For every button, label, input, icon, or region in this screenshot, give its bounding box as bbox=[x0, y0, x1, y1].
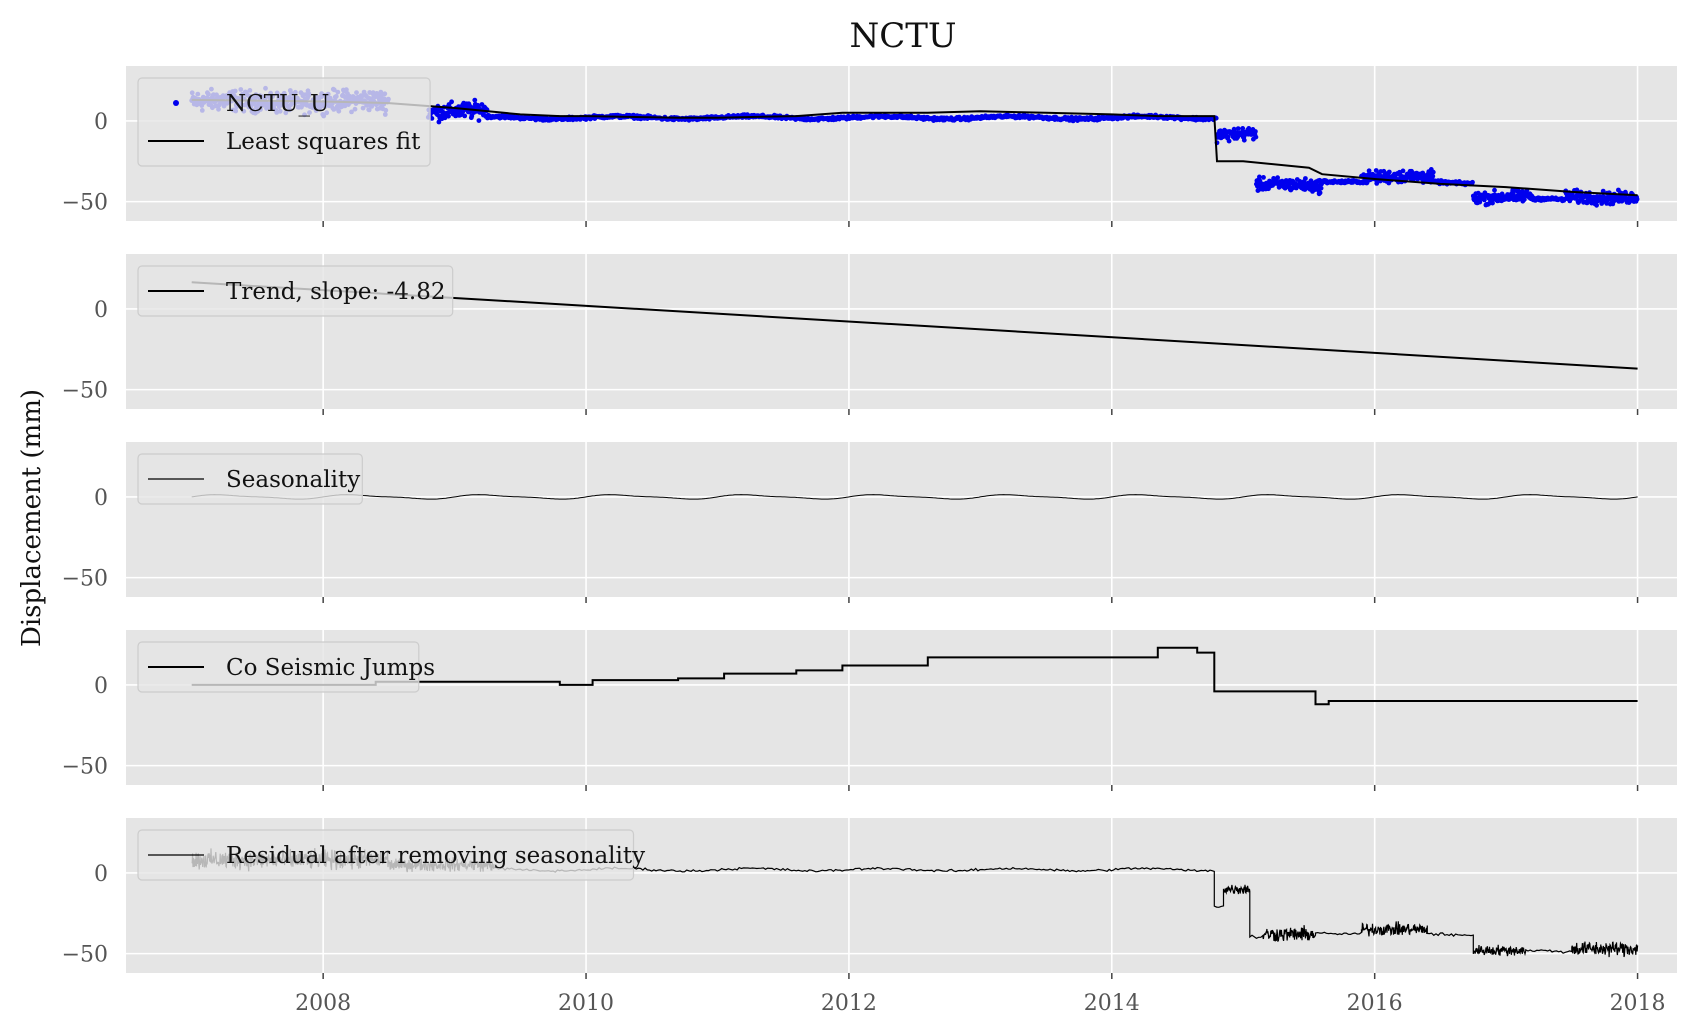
data-point bbox=[1373, 168, 1379, 173]
data-point bbox=[449, 99, 454, 105]
data-point bbox=[476, 118, 482, 123]
x-tick-label: 2010 bbox=[558, 991, 614, 1016]
data-point bbox=[1253, 134, 1259, 140]
data-point bbox=[1317, 190, 1323, 196]
legend-label-least-squares-fit: Least squares fit bbox=[226, 129, 421, 155]
chart-title: NCTU bbox=[849, 16, 956, 56]
data-point bbox=[1400, 168, 1406, 174]
y-tick-label: −50 bbox=[62, 567, 108, 592]
data-point bbox=[462, 113, 468, 119]
legend-box bbox=[137, 265, 454, 317]
legend-box bbox=[137, 77, 431, 167]
legend-label-nctu-u: NCTU_U bbox=[226, 91, 329, 117]
subplot-4: 0 −50 Co Seismic Jumps bbox=[62, 630, 1677, 791]
x-axis-ticks: 2008 2010 2012 2014 2016 2018 bbox=[295, 991, 1665, 1016]
data-point bbox=[472, 97, 478, 103]
y-tick-label: −50 bbox=[62, 379, 108, 404]
y-tick-label: 0 bbox=[94, 674, 108, 699]
data-point bbox=[1594, 202, 1599, 208]
data-point bbox=[1477, 199, 1483, 205]
data-point bbox=[1231, 126, 1237, 132]
subplot-2: 0 −50 Trend, slope: -4.82 bbox=[62, 254, 1677, 415]
legend: Residual after removing seasonality bbox=[137, 829, 645, 881]
subplot-3: 0 −50 Seasonality bbox=[62, 442, 1677, 603]
legend: Seasonality bbox=[137, 453, 363, 505]
legend-label-co-seismic-jumps: Co Seismic Jumps bbox=[226, 655, 435, 681]
data-point bbox=[1374, 181, 1380, 186]
legend: Trend, slope: -4.82 bbox=[137, 265, 454, 317]
subplot-1: 0 −50 NCTU_U Least squares fit bbox=[62, 66, 1677, 227]
y-tick-label: 0 bbox=[94, 298, 108, 323]
y-tick-label: −50 bbox=[62, 191, 108, 216]
data-point bbox=[1386, 169, 1392, 175]
data-point bbox=[1241, 137, 1247, 143]
data-point bbox=[1253, 129, 1258, 134]
data-point bbox=[1240, 125, 1246, 131]
x-tick-label: 2018 bbox=[1610, 991, 1666, 1016]
data-point bbox=[1470, 179, 1475, 185]
data-point bbox=[1430, 173, 1436, 179]
legend-marker-nctu-u bbox=[173, 100, 179, 106]
data-point bbox=[1634, 196, 1640, 202]
legend-box bbox=[137, 829, 635, 881]
y-tick-label: 0 bbox=[94, 486, 108, 511]
x-tick-label: 2008 bbox=[295, 991, 351, 1016]
data-point bbox=[446, 113, 451, 119]
data-point bbox=[1366, 168, 1372, 174]
data-point bbox=[1257, 174, 1262, 180]
y-axis-label: Displacement (mm) bbox=[17, 389, 47, 647]
x-tick-label: 2012 bbox=[821, 991, 877, 1016]
data-point bbox=[1235, 126, 1241, 131]
data-point bbox=[1492, 187, 1497, 193]
series-line-seasonality bbox=[191, 494, 1638, 500]
legend-box bbox=[137, 641, 420, 693]
legend-label-seasonality: Seasonality bbox=[226, 467, 360, 493]
legend-label-residual-after-removing-seasonality: Residual after removing seasonality bbox=[226, 843, 645, 869]
subplot-5: 0 −50 Residual after removing seasonality bbox=[62, 818, 1677, 979]
data-point bbox=[1318, 185, 1324, 191]
data-point bbox=[1261, 175, 1266, 180]
data-point bbox=[1521, 197, 1527, 203]
data-point bbox=[1600, 188, 1606, 194]
data-point bbox=[1303, 176, 1308, 181]
data-point bbox=[1275, 175, 1280, 181]
legend: Co Seismic Jumps bbox=[137, 641, 435, 693]
data-point bbox=[1226, 138, 1232, 144]
y-tick-label: −50 bbox=[62, 755, 108, 780]
data-point bbox=[469, 113, 475, 119]
data-point bbox=[1225, 134, 1231, 140]
subplots: 0 −50 NCTU_U Least squares fit 0 −50 Trend, sl… bbox=[62, 66, 1677, 979]
legend-box bbox=[137, 453, 363, 505]
y-tick-label: 0 bbox=[94, 862, 108, 887]
legend: NCTU_U Least squares fit bbox=[137, 77, 431, 167]
data-point bbox=[436, 119, 442, 125]
series-line-co-seismic-jumps bbox=[191, 646, 1638, 706]
x-tick-label: 2016 bbox=[1347, 991, 1403, 1016]
subplot-data bbox=[191, 646, 1638, 706]
subplot-data bbox=[191, 494, 1638, 500]
data-point bbox=[1430, 169, 1436, 175]
y-tick-label: −50 bbox=[62, 943, 108, 968]
legend-label-trend-slope-4-82: Trend, slope: -4.82 bbox=[226, 279, 446, 305]
x-tick-label: 2014 bbox=[1084, 991, 1140, 1016]
y-tick-label: 0 bbox=[94, 110, 108, 135]
series-line-least-squares-fit bbox=[191, 98, 1638, 197]
plot-area bbox=[126, 442, 1677, 597]
